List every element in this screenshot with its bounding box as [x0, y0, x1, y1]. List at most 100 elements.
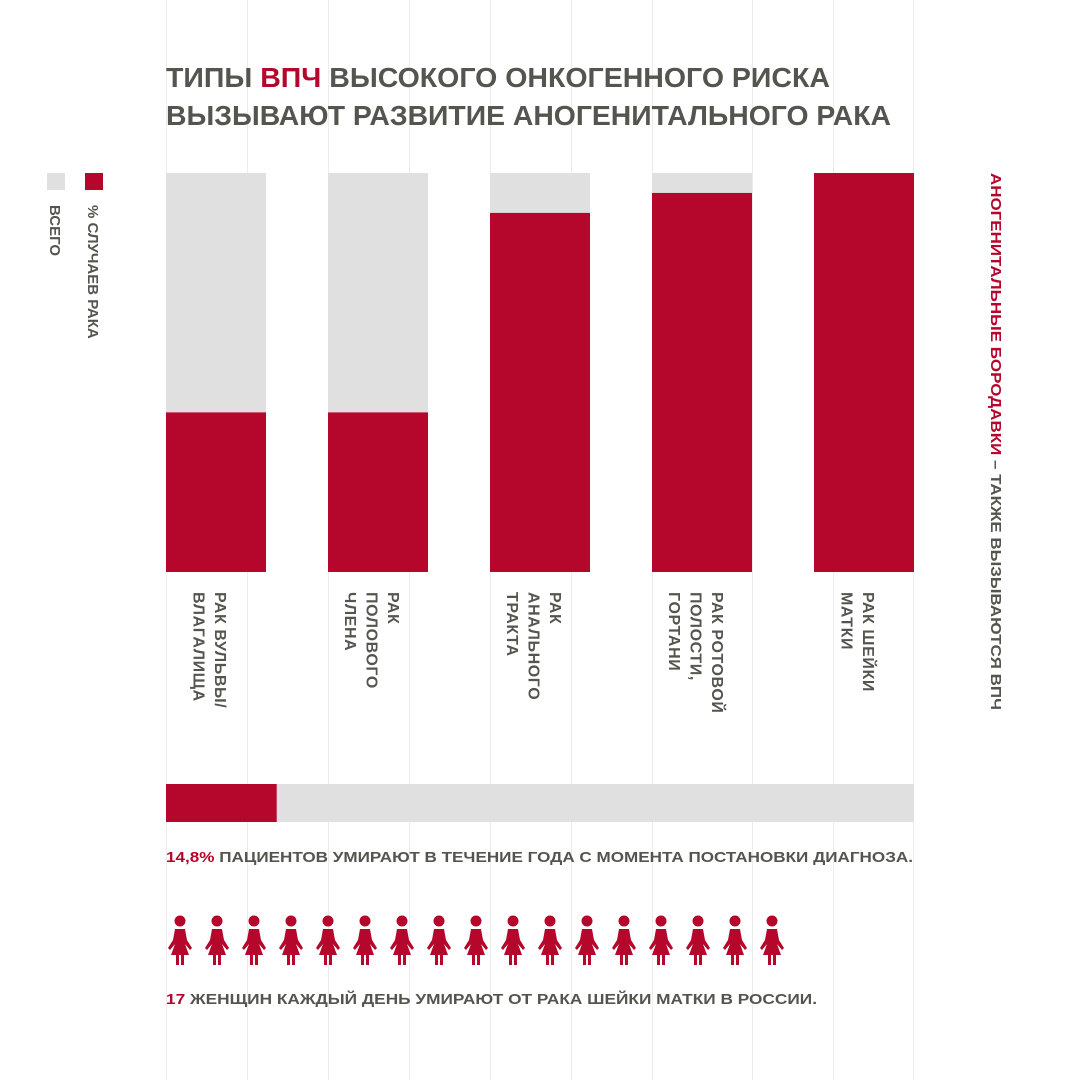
- icon-head: [174, 915, 186, 927]
- icon-leg: [620, 955, 623, 965]
- note-part: АНОГЕНИТАЛЬНЫЕ БОРОДАВКИ: [987, 173, 1004, 455]
- icon-leg: [403, 955, 406, 965]
- icon-head: [618, 915, 630, 927]
- icon-leg: [583, 955, 586, 965]
- icon-leg: [361, 955, 364, 965]
- woman-icon: [760, 915, 784, 965]
- icon-leg: [736, 955, 739, 965]
- woman-icon: [501, 915, 525, 965]
- icon-leg: [329, 955, 332, 965]
- icon-leg: [551, 955, 554, 965]
- women-desc: ЖЕНЩИН КАЖДЫЙ ДЕНЬ УМИРАЮТ ОТ РАКА ШЕЙКИ…: [185, 990, 817, 1008]
- chart-title: ВЫЗЫВАЮТ РАЗВИТИЕ АНОГЕНИТАЛЬНОГО РАКА: [166, 100, 891, 131]
- icon-head: [729, 915, 741, 927]
- icon-body: [686, 929, 710, 955]
- woman-icon: [538, 915, 562, 965]
- icon-body: [501, 929, 525, 955]
- label-line: АНАЛЬНОГО: [525, 592, 542, 700]
- women-text: 17 ЖЕНЩИН КАЖДЫЙ ДЕНЬ УМИРАЮТ ОТ РАКА ШЕ…: [166, 990, 817, 1008]
- icon-leg: [662, 955, 665, 965]
- icon-leg: [731, 955, 734, 965]
- icon-body: [390, 929, 414, 955]
- icon-leg: [773, 955, 776, 965]
- icon-leg: [588, 955, 591, 965]
- icon-body: [316, 929, 340, 955]
- x-tick-label: РАКПОЛОВОГО ЧЛЕНА: [341, 592, 401, 689]
- title-part: ВЫЗЫВАЮТ РАЗВИТИЕ АНОГЕНИТАЛЬНОГО РАКА: [166, 100, 891, 131]
- icon-head: [396, 915, 408, 927]
- icon-head: [581, 915, 593, 927]
- icon-head: [470, 915, 482, 927]
- icon-head: [655, 915, 667, 927]
- bar: [652, 192, 752, 572]
- icon-leg: [509, 955, 512, 965]
- bar: [490, 212, 590, 572]
- icon-head: [211, 915, 223, 927]
- bar: [166, 412, 266, 572]
- icon-leg: [398, 955, 401, 965]
- icon-leg: [250, 955, 253, 965]
- icon-head: [322, 915, 334, 927]
- woman-icon: [205, 915, 229, 965]
- icon-leg: [472, 955, 475, 965]
- woman-icon: [464, 915, 488, 965]
- progress-track: [166, 784, 914, 822]
- legend-label: % СЛУЧАЕВ РАКА: [84, 205, 101, 339]
- icon-leg: [366, 955, 369, 965]
- icon-body: [612, 929, 636, 955]
- label-line: РАК РОТОВОЙ: [708, 592, 727, 713]
- icon-head: [766, 915, 778, 927]
- icon-leg: [435, 955, 438, 965]
- patients-text: 14,8% ПАЦИЕНТОВ УМИРАЮТ В ТЕЧЕНИЕ ГОДА С…: [166, 849, 913, 866]
- title-part: ВПЧ: [260, 62, 321, 93]
- label-line: ТРАКТА: [503, 592, 520, 657]
- label-line: РАК: [384, 592, 401, 624]
- woman-icon: [612, 915, 636, 965]
- icon-head: [692, 915, 704, 927]
- icon-leg: [657, 955, 660, 965]
- title-part: ТИПЫ: [166, 62, 260, 93]
- icon-body: [723, 929, 747, 955]
- women-value: 17: [166, 991, 185, 1008]
- x-tick-label: РАК РОТОВОЙПОЛОСТИ, ГОРТАНИ: [665, 592, 727, 713]
- woman-icon: [390, 915, 414, 965]
- icon-leg: [292, 955, 295, 965]
- bar: [814, 173, 914, 572]
- icon-body: [575, 929, 599, 955]
- bar: [328, 412, 428, 572]
- icon-leg: [768, 955, 771, 965]
- title-part: ВЫСОКОГО ОНКОГЕННОГО РИСКА: [321, 62, 830, 93]
- legend-swatch: [47, 173, 65, 190]
- patients-desc: ПАЦИЕНТОВ УМИРАЮТ В ТЕЧЕНИЕ ГОДА С МОМЕН…: [214, 849, 913, 866]
- icon-leg: [218, 955, 221, 965]
- note-part: – ТАКЖЕ ВЫЗЫВАЮТСЯ ВПЧ: [987, 455, 1004, 710]
- icon-body: [168, 929, 192, 955]
- woman-icon: [316, 915, 340, 965]
- icon-body: [649, 929, 673, 955]
- icon-body: [279, 929, 303, 955]
- icon-leg: [213, 955, 216, 965]
- icon-body: [760, 929, 784, 955]
- icon-head: [285, 915, 297, 927]
- icon-leg: [514, 955, 517, 965]
- icon-leg: [694, 955, 697, 965]
- icon-leg: [287, 955, 290, 965]
- woman-icon: [279, 915, 303, 965]
- icon-leg: [546, 955, 549, 965]
- label-line: ПОЛОВОГО: [363, 592, 380, 689]
- icon-body: [353, 929, 377, 955]
- x-tick-label: РАК ШЕЙКИМАТКИ: [838, 592, 879, 692]
- icon-head: [433, 915, 445, 927]
- woman-icon: [168, 915, 192, 965]
- chart-title: ТИПЫ ВПЧ ВЫСОКОГО ОНКОГЕННОГО РИСКА: [166, 62, 830, 93]
- icon-head: [248, 915, 260, 927]
- icon-body: [205, 929, 229, 955]
- woman-icon: [649, 915, 673, 965]
- woman-icon: [686, 915, 710, 965]
- icon-leg: [181, 955, 184, 965]
- woman-icon: [242, 915, 266, 965]
- icon-body: [427, 929, 451, 955]
- label-line: ГОРТАНИ: [665, 592, 682, 671]
- patients-value: 14,8%: [166, 849, 214, 866]
